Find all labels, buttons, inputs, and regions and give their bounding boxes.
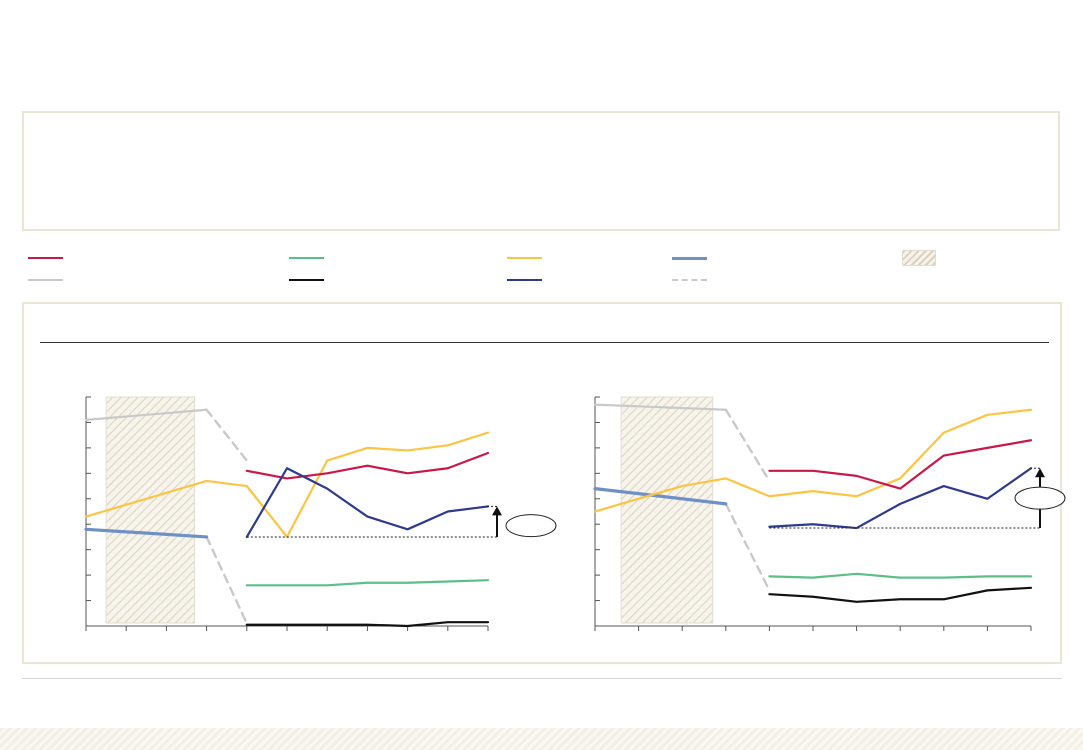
chart-1-series-8	[768, 586, 1033, 603]
chart-1-series-5	[768, 439, 1033, 490]
legend-swatch-hatch	[902, 250, 936, 266]
chart-1-series-1	[724, 408, 771, 483]
chart-1-series-0	[593, 403, 727, 411]
chart-1-delta-bubble	[1014, 486, 1066, 510]
chart-0-arrow-head	[492, 506, 502, 516]
chart-0-series-7	[245, 579, 490, 587]
chart-0-delta-bubble	[505, 514, 557, 538]
legend-swatch-8	[672, 279, 707, 281]
chart-0-series-2	[205, 535, 249, 625]
chart-1-series-7	[768, 572, 1033, 579]
legend-swatch-1	[289, 257, 324, 259]
chart-0-series-5	[245, 451, 490, 480]
legend-swatch-7	[507, 279, 542, 281]
chart-1-series-4	[593, 408, 1033, 513]
legend-swatch-2	[507, 257, 542, 259]
chart-0-series-8	[245, 621, 490, 628]
chart-0-series-4	[84, 431, 490, 539]
chart-panel-rule	[40, 342, 1049, 343]
legend-swatch-6	[289, 279, 324, 281]
chart-0-series-3	[84, 527, 209, 539]
chart-1-arrow-head	[1035, 468, 1045, 478]
summary-panel	[22, 111, 1060, 231]
chart-0-series-1	[205, 408, 249, 462]
chart-1-shaded-period	[620, 396, 714, 624]
chart-1-series-2	[724, 502, 771, 592]
legend-swatch-5	[28, 279, 63, 281]
legend-swatch-0	[28, 257, 63, 259]
chart-1-series-6	[768, 467, 1033, 530]
footer-rule	[22, 678, 1062, 679]
chart-0-series-0	[84, 408, 208, 421]
chart-0-shaded-period	[105, 396, 196, 624]
chart-panel	[22, 302, 1062, 664]
chart-1-series-3	[593, 487, 728, 506]
legend-swatch-3	[672, 257, 707, 260]
footer-band	[0, 728, 1083, 750]
chart-0-series-6	[245, 467, 490, 539]
